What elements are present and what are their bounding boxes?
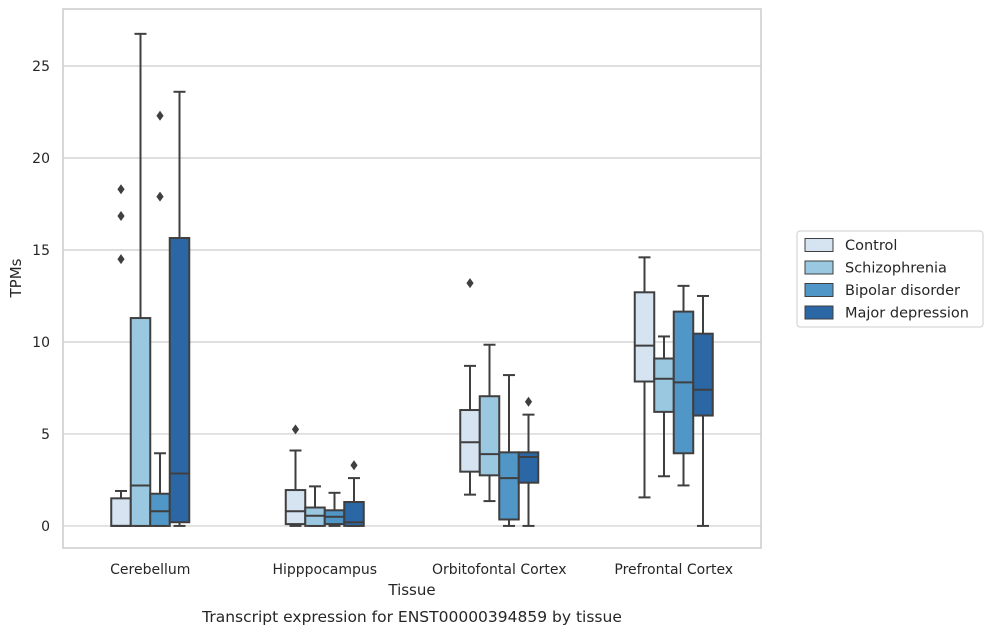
box-groups xyxy=(110,32,714,527)
y-tick-label: 5 xyxy=(41,427,50,443)
box-element xyxy=(478,343,501,503)
y-axis-label: TPMs xyxy=(7,258,25,298)
plot-background xyxy=(63,9,761,548)
box-iqr xyxy=(498,451,520,521)
legend-label: Major depression xyxy=(845,306,969,322)
series-schizophrenia xyxy=(129,32,675,527)
y-tick-label: 25 xyxy=(32,59,50,75)
box-element xyxy=(459,278,481,496)
outlier-point xyxy=(156,191,164,202)
box-iqr xyxy=(692,332,714,417)
plot-frame xyxy=(62,8,762,549)
series-major-depression xyxy=(168,90,714,527)
x-tick-label: Prefrontal Cortex xyxy=(614,562,733,578)
y-tick-labels: 0 5 10 15 20 25 xyxy=(32,59,50,535)
y-tick-label: 15 xyxy=(32,243,50,259)
box-iqr xyxy=(459,409,481,473)
box-element xyxy=(517,396,540,527)
box-element xyxy=(304,485,326,527)
box-iqr xyxy=(633,291,656,383)
series-bipolar-disorder xyxy=(149,110,695,527)
box-iqr xyxy=(110,497,132,527)
legend-label: Schizophrenia xyxy=(845,261,947,277)
x-tick-labels: Cerebellum Hipppocampus Orbitofontal Corte… xyxy=(110,562,733,578)
legend-frame xyxy=(796,230,984,328)
legend-swatch xyxy=(804,283,834,297)
outlier-point xyxy=(117,210,125,221)
box-iqr xyxy=(653,357,675,413)
legend-label: Bipolar disorder xyxy=(845,283,960,299)
box-iqr xyxy=(478,395,501,477)
outlier-point xyxy=(466,278,474,289)
box-element xyxy=(633,256,656,499)
x-tick-label: Hipppocampus xyxy=(272,562,377,578)
legend-swatch xyxy=(804,260,834,275)
box-iqr xyxy=(149,492,171,527)
box-iqr xyxy=(168,237,191,524)
x-axis-label: Tissue xyxy=(387,581,435,599)
outlier-point xyxy=(350,460,358,471)
box-element xyxy=(168,90,191,527)
outlier-point xyxy=(291,424,300,435)
box-element xyxy=(692,294,714,527)
box-iqr xyxy=(129,317,152,527)
y-tick-label: 20 xyxy=(32,151,50,167)
box-element xyxy=(498,374,520,527)
outlier-point xyxy=(156,110,164,121)
chart-caption: Transcript expression for ENST0000039485… xyxy=(201,608,622,626)
legend: Control Schizophrenia Bipolar disorder Majo… xyxy=(796,230,984,328)
box-element xyxy=(653,335,675,478)
box-iqr xyxy=(517,451,540,484)
box-element xyxy=(672,284,695,487)
legend-label: Control xyxy=(845,238,897,254)
outlier-point xyxy=(117,184,125,195)
box-iqr xyxy=(284,489,307,526)
y-tick-label: 0 xyxy=(41,519,50,535)
legend-swatch xyxy=(804,305,834,320)
outlier-point xyxy=(524,396,533,407)
legend-swatch xyxy=(804,238,834,252)
x-tick-label: Cerebellum xyxy=(110,562,190,578)
outlier-point xyxy=(117,254,125,265)
box-element xyxy=(323,491,346,527)
box-iqr xyxy=(343,501,365,527)
x-tick-label: Orbitofontal Cortex xyxy=(432,562,567,578)
box-element xyxy=(343,460,365,527)
box-element xyxy=(129,32,152,527)
y-tick-label: 10 xyxy=(32,335,50,351)
